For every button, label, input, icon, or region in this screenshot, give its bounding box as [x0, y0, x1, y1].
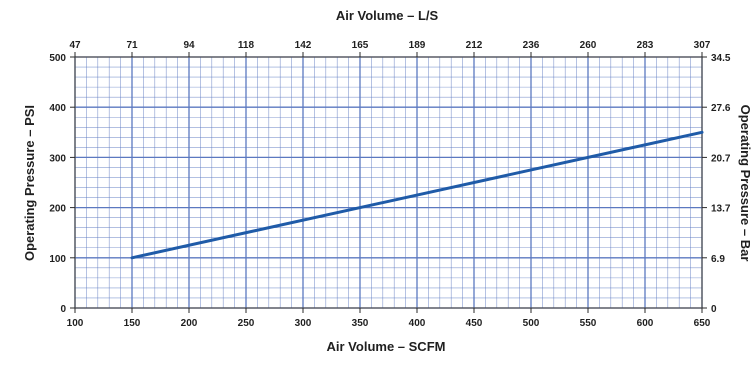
x-tick-label: 150	[124, 318, 141, 329]
y-tick-label: 100	[49, 254, 66, 265]
top-tick-label: 260	[580, 40, 597, 51]
top-tick-label: 142	[295, 40, 312, 51]
right-tick-label: 34.5	[711, 53, 731, 64]
top-tick-label: 307	[694, 40, 711, 51]
top-tick-label: 189	[409, 40, 426, 51]
x-tick-label: 300	[295, 318, 312, 329]
series-layer	[130, 130, 704, 260]
x-tick-label: 200	[181, 318, 198, 329]
top-tick-label: 283	[637, 40, 654, 51]
minor-grid	[74, 56, 703, 309]
x-axis-title: Air Volume – SCFM	[327, 339, 446, 354]
y-axis-title: Operating Pressure – PSI	[22, 105, 37, 261]
top-tick-label: 118	[238, 40, 255, 51]
x-tick-label: 450	[466, 318, 483, 329]
y-tick-label: 200	[49, 204, 66, 215]
series-line	[130, 130, 704, 260]
x-tick-labels: 100 150 200 250 300 350 400 450 500 550 600 650	[67, 308, 711, 329]
top-tick-label: 236	[523, 40, 540, 51]
right-tick-labels: 0 6.9 13.7 20.7 27.6 34.5	[702, 53, 731, 315]
x-tick-label: 550	[580, 318, 597, 329]
x-tick-label: 350	[352, 318, 369, 329]
right-tick-label: 0	[711, 304, 717, 315]
right-tick-label: 13.7	[711, 204, 731, 215]
y-tick-label: 300	[49, 153, 66, 164]
x-tick-label: 400	[409, 318, 426, 329]
plot-frame	[74, 56, 703, 309]
right-tick-label: 6.9	[711, 254, 725, 265]
x-tick-label: 600	[637, 318, 654, 329]
y-tick-label: 400	[49, 103, 66, 114]
top-tick-label: 165	[352, 40, 369, 51]
top-tick-labels: 47 71 94 118 142 165 189 212 236 260 283 307	[69, 40, 711, 57]
top-axis-title: Air Volume – L/S	[336, 8, 439, 23]
major-grid	[74, 56, 703, 309]
y-tick-labels: 0 100 200 300 400 500	[49, 53, 75, 315]
top-tick-label: 94	[183, 40, 195, 51]
x-tick-label: 650	[694, 318, 711, 329]
x-tick-label: 100	[67, 318, 84, 329]
top-tick-label: 212	[466, 40, 483, 51]
right-tick-label: 20.7	[711, 153, 731, 164]
right-tick-label: 27.6	[711, 103, 731, 114]
y-tick-label: 500	[49, 53, 66, 64]
x-tick-label: 500	[523, 318, 540, 329]
top-tick-label: 71	[126, 40, 138, 51]
x-tick-label: 250	[238, 318, 255, 329]
top-tick-label: 47	[69, 40, 81, 51]
y-tick-label: 0	[60, 304, 66, 315]
right-axis-title: Operating Pressure – Bar	[738, 105, 753, 262]
